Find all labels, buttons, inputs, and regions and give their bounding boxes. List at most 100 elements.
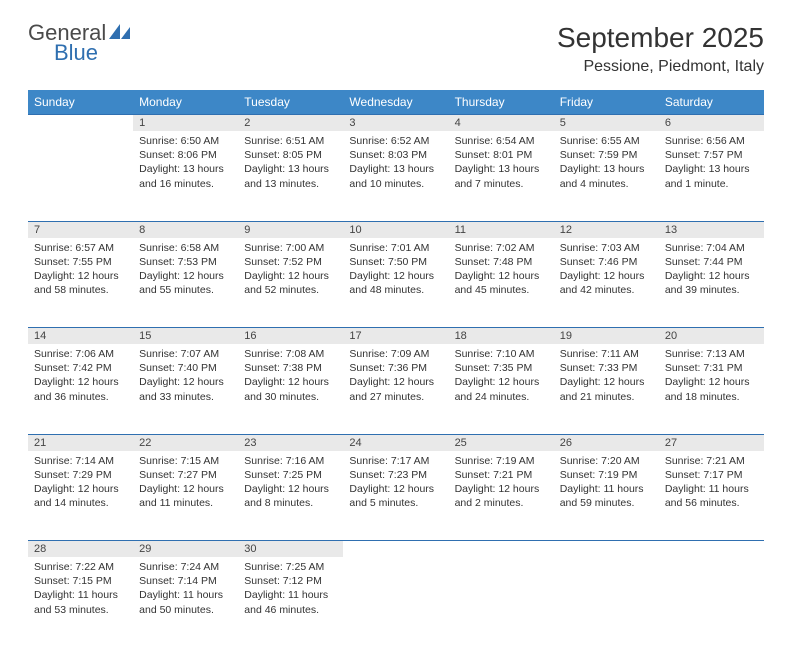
day-number-cell: 6 (659, 115, 764, 132)
day-number-row: 123456 (28, 115, 764, 132)
day-number-cell: 10 (343, 221, 448, 238)
sunrise-line: Sunrise: 6:50 AM (139, 134, 232, 148)
day-number-cell: 7 (28, 221, 133, 238)
sunset-line: Sunset: 7:40 PM (139, 361, 232, 375)
sunset-line: Sunset: 7:33 PM (560, 361, 653, 375)
sunset-line: Sunset: 8:03 PM (349, 148, 442, 162)
sunset-line: Sunset: 7:50 PM (349, 255, 442, 269)
day-number-cell: 30 (238, 541, 343, 558)
header: General Blue September 2025 Pessione, Pi… (28, 22, 764, 76)
sunrise-line: Sunrise: 6:54 AM (455, 134, 548, 148)
sunrise-line: Sunrise: 6:51 AM (244, 134, 337, 148)
day-cell: Sunrise: 7:11 AMSunset: 7:33 PMDaylight:… (554, 344, 659, 434)
day-number-cell: 11 (449, 221, 554, 238)
day-cell: Sunrise: 7:20 AMSunset: 7:19 PMDaylight:… (554, 451, 659, 541)
daylight-line: Daylight: 12 hours and 11 minutes. (139, 482, 232, 510)
day-number-cell: 29 (133, 541, 238, 558)
weekday-header-cell: Friday (554, 90, 659, 115)
day-number-cell: 5 (554, 115, 659, 132)
weekday-header: SundayMondayTuesdayWednesdayThursdayFrid… (28, 90, 764, 115)
day-cell: Sunrise: 7:13 AMSunset: 7:31 PMDaylight:… (659, 344, 764, 434)
day-number-row: 282930 (28, 541, 764, 558)
day-number-cell: 8 (133, 221, 238, 238)
daylight-line: Daylight: 12 hours and 48 minutes. (349, 269, 442, 297)
sunrise-line: Sunrise: 6:55 AM (560, 134, 653, 148)
sunset-line: Sunset: 7:53 PM (139, 255, 232, 269)
day-number-cell: 15 (133, 328, 238, 345)
day-cell: Sunrise: 7:08 AMSunset: 7:38 PMDaylight:… (238, 344, 343, 434)
day-cell: Sunrise: 6:52 AMSunset: 8:03 PMDaylight:… (343, 131, 448, 221)
daylight-line: Daylight: 12 hours and 55 minutes. (139, 269, 232, 297)
empty-cell (554, 557, 659, 647)
day-cell: Sunrise: 7:04 AMSunset: 7:44 PMDaylight:… (659, 238, 764, 328)
daylight-line: Daylight: 13 hours and 10 minutes. (349, 162, 442, 190)
daylight-line: Daylight: 12 hours and 18 minutes. (665, 375, 758, 403)
empty-cell (28, 131, 133, 221)
logo-word2-wrap: Blue (54, 42, 98, 64)
sunset-line: Sunset: 7:31 PM (665, 361, 758, 375)
day-content-row: Sunrise: 6:57 AMSunset: 7:55 PMDaylight:… (28, 238, 764, 328)
day-cell: Sunrise: 6:51 AMSunset: 8:05 PMDaylight:… (238, 131, 343, 221)
day-content-row: Sunrise: 7:06 AMSunset: 7:42 PM Daylight:… (28, 344, 764, 434)
daylight-line: Daylight: 12 hours and 39 minutes. (665, 269, 758, 297)
calendar-page: General Blue September 2025 Pessione, Pi… (0, 0, 792, 669)
day-content-row: Sunrise: 7:14 AMSunset: 7:29 PMDaylight:… (28, 451, 764, 541)
daylight-line: Daylight: 13 hours and 16 minutes. (139, 162, 232, 190)
sunset-line: Sunset: 7:35 PM (455, 361, 548, 375)
sunrise-line: Sunrise: 7:07 AM (139, 347, 232, 361)
sunrise-line: Sunrise: 6:52 AM (349, 134, 442, 148)
sunset-line: Sunset: 7:29 PM (34, 468, 127, 482)
day-number-cell: 26 (554, 434, 659, 451)
empty-cell (28, 115, 133, 132)
day-cell: Sunrise: 6:50 AMSunset: 8:06 PMDaylight:… (133, 131, 238, 221)
sunrise-line: Sunrise: 7:11 AM (560, 347, 653, 361)
day-cell: Sunrise: 7:24 AMSunset: 7:14 PMDaylight:… (133, 557, 238, 647)
sunset-line: Sunset: 7:15 PM (34, 574, 127, 588)
daylight-line: Daylight: 12 hours and 33 minutes. (139, 375, 232, 403)
day-cell: Sunrise: 7:09 AMSunset: 7:36 PMDaylight:… (343, 344, 448, 434)
logo: General Blue (28, 22, 131, 64)
sunset-line: Sunset: 8:05 PM (244, 148, 337, 162)
sunset-line: Sunset: 7:25 PM (244, 468, 337, 482)
day-number-cell: 20 (659, 328, 764, 345)
day-number-cell: 16 (238, 328, 343, 345)
sunrise-line: Sunrise: 7:16 AM (244, 454, 337, 468)
sunrise-line: Sunrise: 7:09 AM (349, 347, 442, 361)
sunset-line: Sunset: 7:46 PM (560, 255, 653, 269)
sunset-line: Sunset: 7:19 PM (560, 468, 653, 482)
day-number-cell: 25 (449, 434, 554, 451)
sunrise-line: Sunrise: 7:15 AM (139, 454, 232, 468)
day-cell: Sunrise: 7:19 AMSunset: 7:21 PMDaylight:… (449, 451, 554, 541)
day-number-cell: 28 (28, 541, 133, 558)
day-number-cell: 1 (133, 115, 238, 132)
sunset-line: Sunset: 7:52 PM (244, 255, 337, 269)
sunset-line: Sunset: 7:42 PM (34, 361, 127, 375)
weekday-header-cell: Tuesday (238, 90, 343, 115)
weekday-header-cell: Thursday (449, 90, 554, 115)
title-block: September 2025 Pessione, Piedmont, Italy (557, 22, 764, 76)
day-number-cell: 2 (238, 115, 343, 132)
day-cell: Sunrise: 7:03 AMSunset: 7:46 PMDaylight:… (554, 238, 659, 328)
daylight-line: Daylight: 12 hours and 5 minutes. (349, 482, 442, 510)
day-number-row: 21222324252627 (28, 434, 764, 451)
sunrise-line: Sunrise: 7:06 AM (34, 347, 127, 361)
day-cell: Sunrise: 7:02 AMSunset: 7:48 PMDaylight:… (449, 238, 554, 328)
sunrise-line: Sunrise: 7:13 AM (665, 347, 758, 361)
daylight-line: Daylight: 11 hours and 56 minutes. (665, 482, 758, 510)
daylight-line: Daylight: 12 hours and 58 minutes. (34, 269, 127, 297)
daylight-line: Daylight: 11 hours and 59 minutes. (560, 482, 653, 510)
empty-cell (659, 541, 764, 558)
sail-icon (109, 22, 131, 44)
day-cell: Sunrise: 6:54 AMSunset: 8:01 PMDaylight:… (449, 131, 554, 221)
day-number-cell: 13 (659, 221, 764, 238)
sunrise-line: Sunrise: 7:08 AM (244, 347, 337, 361)
logo-word2: Blue (54, 42, 98, 64)
sunrise-line: Sunrise: 7:02 AM (455, 241, 548, 255)
day-number-cell: 12 (554, 221, 659, 238)
day-number-cell: 18 (449, 328, 554, 345)
sunset-line: Sunset: 7:17 PM (665, 468, 758, 482)
weekday-header-cell: Sunday (28, 90, 133, 115)
sunrise-line: Sunrise: 7:19 AM (455, 454, 548, 468)
day-number-cell: 4 (449, 115, 554, 132)
weekday-header-cell: Monday (133, 90, 238, 115)
